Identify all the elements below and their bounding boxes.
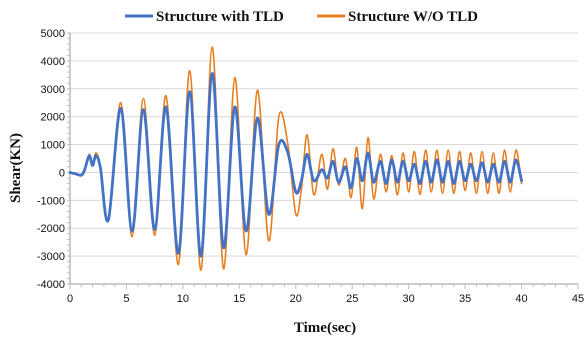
- y-tick-label: 2000: [41, 112, 65, 124]
- x-tick-labels: 0 5 10 15 20 25 30 35 40 45: [67, 293, 584, 305]
- series-line-with-tld: [68, 71, 523, 258]
- axes: [67, 32, 579, 289]
- y-tick-labels: 5000 4000 3000 2000 1000 0 -1000 -2000 -3000 -400…: [37, 28, 65, 291]
- y-axis-title: Shear(KN): [8, 133, 24, 203]
- x-tick-label: 35: [459, 293, 471, 305]
- x-tick-label: 30: [403, 293, 415, 305]
- x-axis-title: Time(sec): [294, 320, 356, 336]
- series-lines: [68, 46, 523, 271]
- x-tick-label: 5: [123, 293, 129, 305]
- y-tick-label: -3000: [37, 251, 65, 263]
- legend-label-without-tld: Structure W/O TLD: [348, 9, 478, 25]
- x-tick-label: 45: [572, 293, 584, 305]
- y-tick-label: 0: [59, 167, 65, 179]
- legend-label-with-tld: Structure with TLD: [156, 9, 284, 25]
- y-tick-label: 1000: [41, 140, 65, 152]
- y-tick-label: 3000: [41, 84, 65, 96]
- grid-lines: [70, 32, 578, 285]
- legend: Structure with TLD Structure W/O TLD: [125, 9, 478, 25]
- x-tick-label: 40: [515, 293, 527, 305]
- y-tick-label: -4000: [37, 279, 65, 291]
- x-tick-label: 15: [233, 293, 245, 305]
- y-tick-label: -1000: [37, 195, 65, 207]
- y-tick-label: -2000: [37, 223, 65, 235]
- y-tick-label: 5000: [41, 28, 65, 40]
- x-tick-label: 0: [67, 293, 73, 305]
- y-tick-label: 4000: [41, 56, 65, 68]
- x-tick-label: 25: [346, 293, 358, 305]
- x-tick-label: 20: [290, 293, 302, 305]
- x-tick-label: 10: [177, 293, 189, 305]
- series-line-without-tld: [69, 46, 523, 271]
